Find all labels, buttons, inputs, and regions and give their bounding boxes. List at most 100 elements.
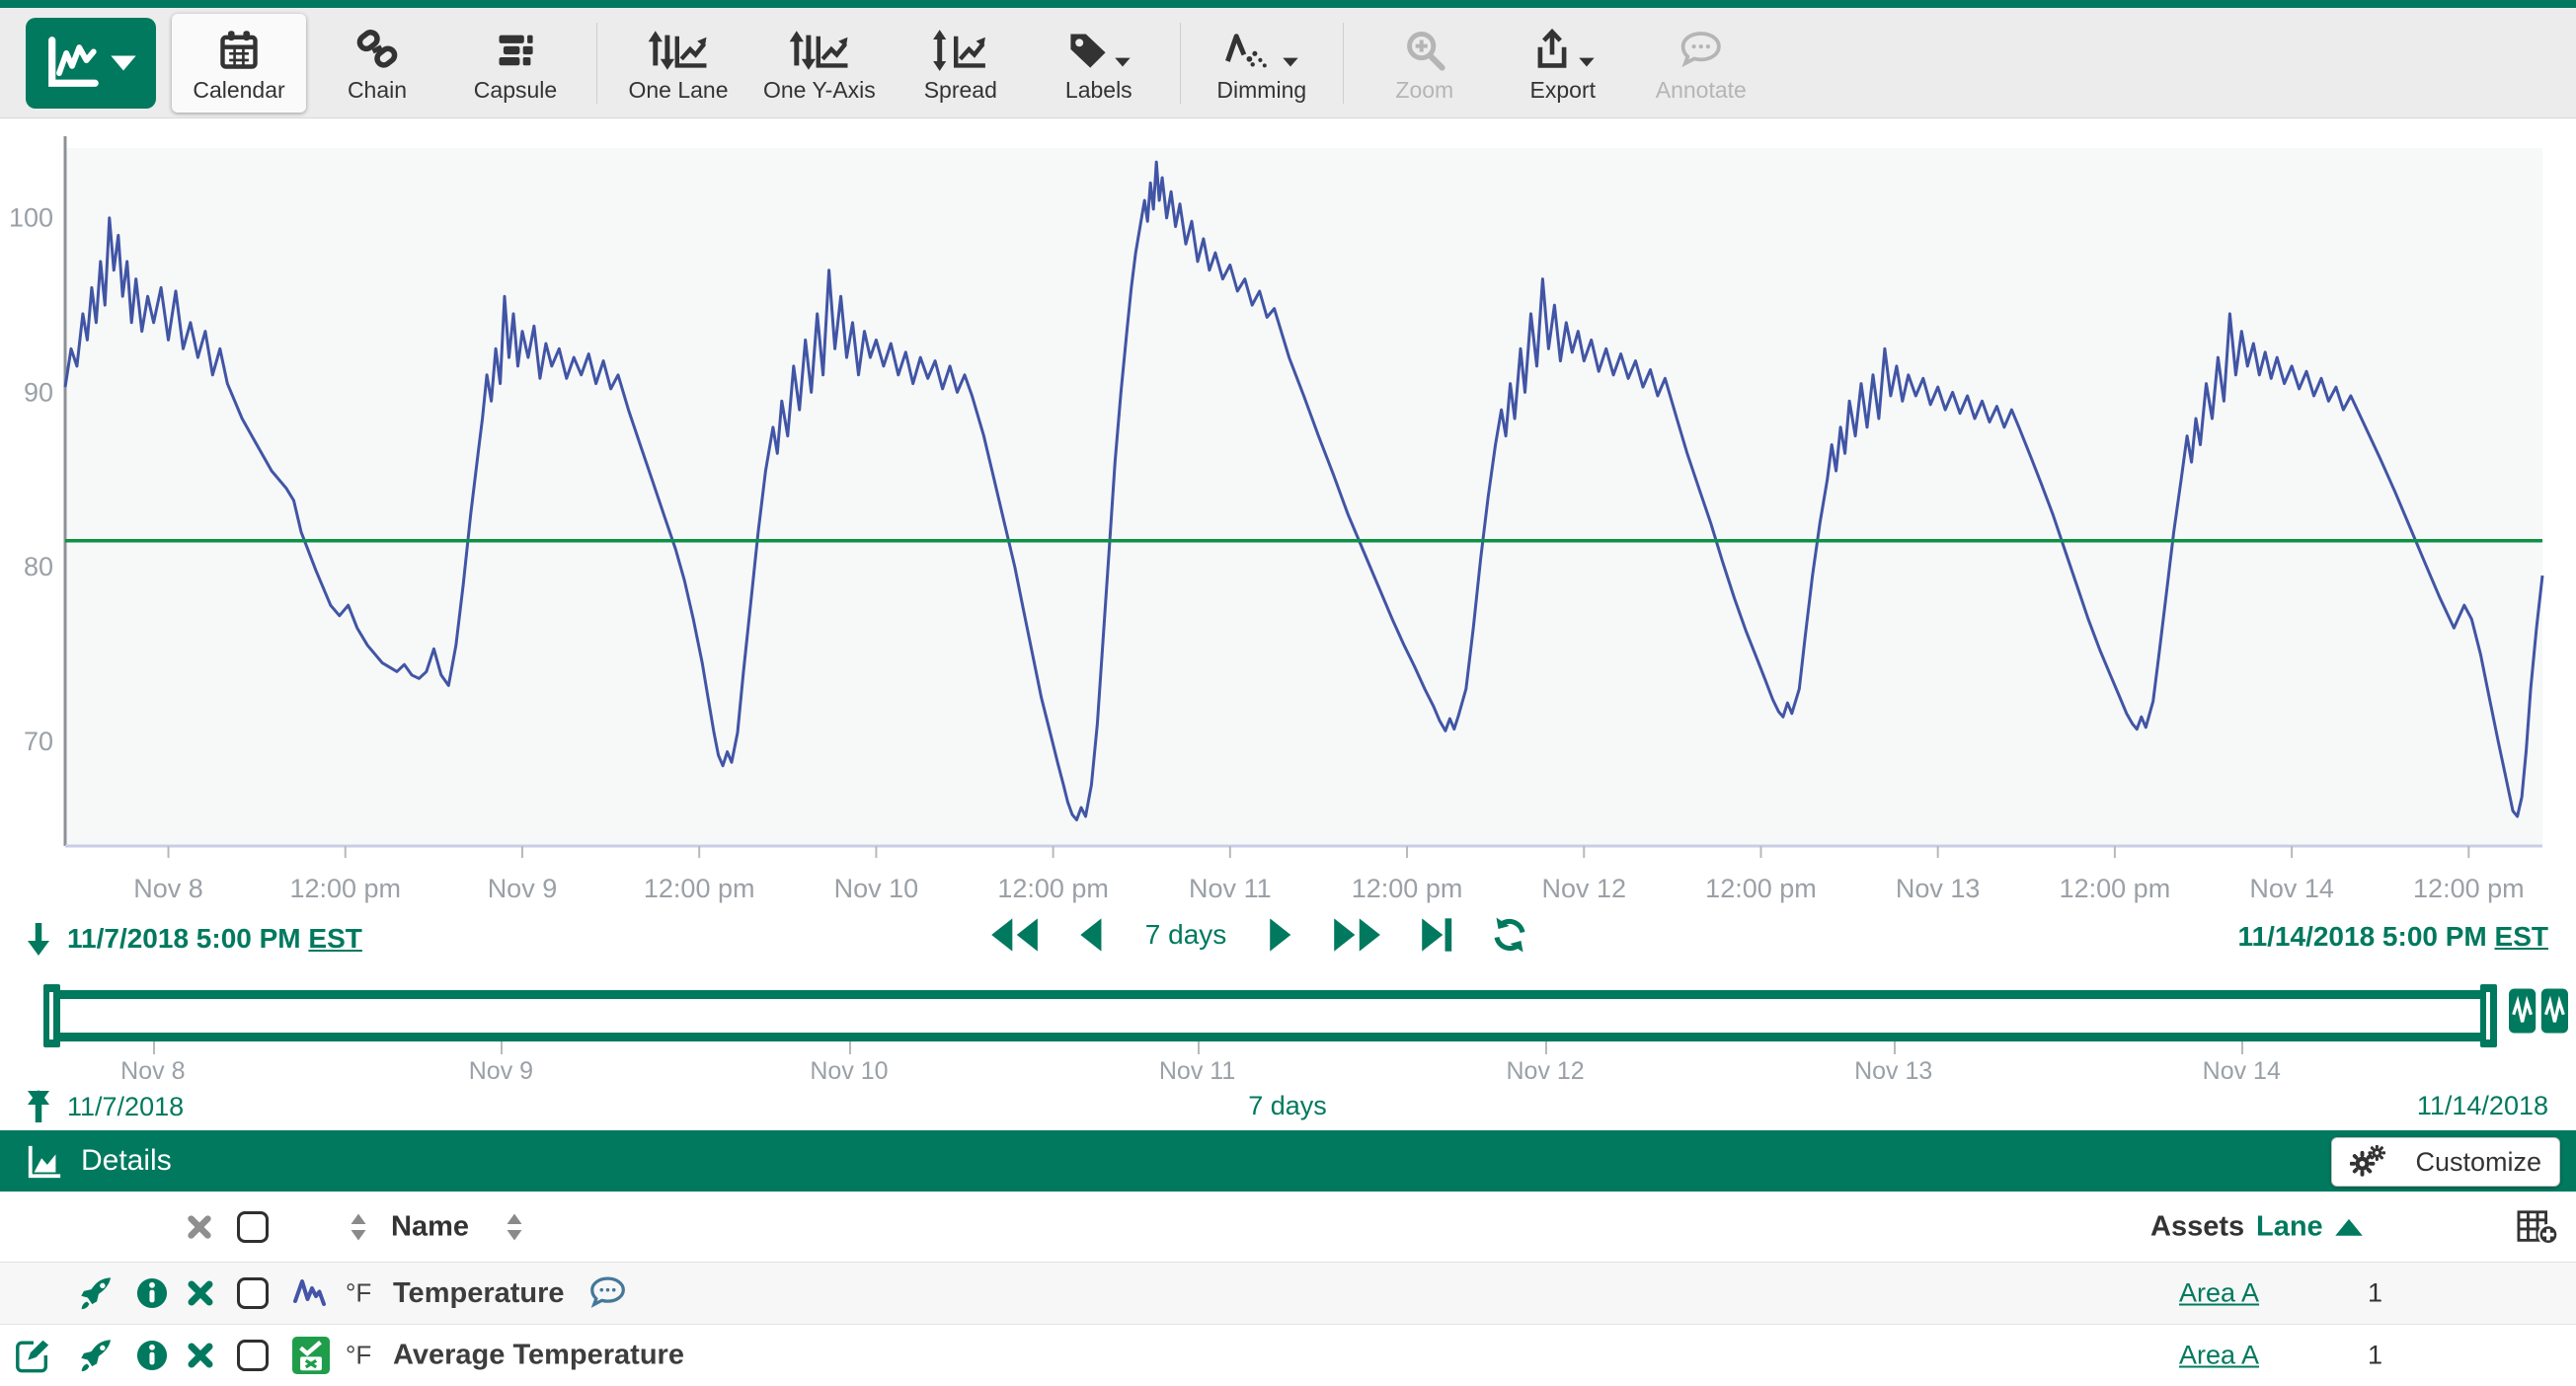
toolbar-button-label: Dimming [1216, 78, 1306, 102]
row-checkbox[interactable] [237, 1277, 269, 1309]
edit-formula-icon[interactable] [14, 1337, 51, 1374]
caret-down-icon [1282, 55, 1299, 68]
customize-button[interactable]: Customize [2331, 1137, 2560, 1187]
x-tick-label: 12:00 pm [997, 874, 1109, 903]
step-forward-full-button[interactable] [1332, 915, 1382, 955]
toolbar-button-spread[interactable]: Spread [894, 14, 1028, 113]
timebar-right-handle[interactable] [2480, 984, 2497, 1047]
y-tick-label: 70 [24, 727, 53, 756]
toolbar-button-labels[interactable]: Labels [1032, 14, 1166, 113]
toolbar-button-label: Chain [348, 78, 407, 102]
range-duration-button[interactable]: 7 days [1141, 919, 1231, 951]
toolbar-button-export[interactable]: Export [1496, 14, 1630, 113]
toolbar-divider [1180, 23, 1181, 104]
timebar-tick [849, 1041, 851, 1054]
step-forward-half-button[interactable] [1268, 915, 1294, 955]
investigate-start: 11/7/2018 [26, 1089, 184, 1124]
add-column-icon[interactable] [2516, 1207, 2559, 1247]
caret-down-icon [1578, 55, 1596, 68]
gears-icon [2350, 1145, 2385, 1179]
sort-icon[interactable] [506, 1212, 523, 1242]
investigate-duration-label[interactable]: 7 days [1248, 1091, 1327, 1121]
checkbox-cell [237, 1340, 269, 1371]
y-tick-label: 100 [9, 203, 53, 233]
timebar-left-handle[interactable] [43, 984, 60, 1047]
item-name[interactable]: Average Temperature [393, 1340, 684, 1372]
timebar-tick [2241, 1041, 2243, 1054]
toolbar-button-annotate[interactable]: Annotate [1634, 14, 1768, 113]
asset-navigate-icon[interactable] [79, 1338, 115, 1373]
toolbar-button-chain[interactable]: Chain [310, 14, 444, 113]
column-header-lane[interactable]: Lane [2256, 1210, 2323, 1243]
signal-icon [292, 1276, 328, 1310]
plot-area[interactable] [65, 148, 2542, 846]
column-header-assets[interactable]: Assets [2150, 1210, 2244, 1243]
item-name[interactable]: Temperature [393, 1277, 565, 1310]
trend-chart[interactable]: 708090100Nov 812:00 pmNov 912:00 pmNov 1… [0, 118, 2576, 908]
refresh-button[interactable] [1490, 915, 1529, 955]
toolbar-button-label: One Y-Axis [763, 78, 876, 102]
step-back-full-button[interactable] [989, 915, 1040, 955]
toolbar-button-dimming[interactable]: Dimming [1195, 14, 1329, 113]
trend-view-selector-button[interactable] [26, 18, 156, 109]
range-start-label[interactable]: 11/7/2018 5:00 PM EST [67, 923, 362, 955]
range-start: 11/7/2018 5:00 PM EST [26, 921, 362, 957]
timezone-link[interactable]: EST [2495, 921, 2548, 952]
toolbar-button-calendar[interactable]: Calendar [172, 14, 306, 113]
updown-trend-icon [647, 29, 710, 72]
remove-item-icon[interactable] [186, 1278, 215, 1308]
toolbar-button-label: Zoom [1395, 78, 1453, 102]
timezone-link[interactable]: EST [308, 923, 361, 954]
toolbar-divider [596, 23, 597, 104]
remove-all-icon[interactable] [186, 1213, 213, 1241]
name-cell: Average Temperature [393, 1340, 684, 1372]
arrow-up-icon [26, 1089, 51, 1124]
range-end-label[interactable]: 11/14/2018 5:00 PM EST [2238, 921, 2548, 953]
timebar-tick-label: Nov 11 [1159, 1057, 1235, 1086]
remove-item-icon[interactable] [186, 1341, 215, 1370]
checkbox-cell [237, 1277, 269, 1309]
timebar-tick-label: Nov 8 [120, 1057, 185, 1086]
toolbar-button-label: Export [1530, 78, 1596, 102]
toolbar-button-label: Calendar [193, 78, 284, 102]
toolbar-button-label: One Lane [628, 78, 728, 102]
x-tick-label: Nov 12 [1541, 874, 1626, 903]
asset-link[interactable]: Area A [2179, 1278, 2259, 1309]
lane-value: 1 [2368, 1278, 2382, 1309]
x-tick-label: 12:00 pm [1352, 874, 1463, 903]
step-back-half-button[interactable] [1077, 915, 1104, 955]
item-info-icon[interactable] [136, 1340, 168, 1371]
x-tick-label: 12:00 pm [644, 874, 755, 903]
toolbar-button-one-lane[interactable]: One Lane [611, 14, 745, 113]
timebar-range-slider[interactable] [51, 990, 2488, 1041]
toolbar-group: Zoom Export Annotate [1356, 8, 1770, 117]
toolbar-button-capsule[interactable]: Capsule [448, 14, 583, 113]
row-checkbox[interactable] [237, 1340, 269, 1371]
unit-of-measure: °F [346, 1278, 371, 1309]
comment-icon[interactable] [586, 1273, 630, 1313]
tag-icon [1066, 29, 1110, 72]
details-panel-header: Details Customize [0, 1130, 2576, 1192]
column-header-name[interactable]: Name [391, 1210, 469, 1243]
toolbar-button-zoom[interactable]: Zoom [1358, 14, 1492, 113]
item-info-icon[interactable] [136, 1277, 168, 1309]
select-all-checkbox[interactable] [237, 1211, 269, 1243]
y-tick-label: 90 [24, 377, 53, 407]
auto-update-icon[interactable] [2509, 988, 2568, 1034]
sort-icon[interactable] [350, 1212, 367, 1242]
lane-value: 1 [2368, 1341, 2382, 1371]
investigate-end-label[interactable]: 11/14/2018 [2417, 1091, 2548, 1121]
asset-navigate-icon[interactable] [79, 1275, 115, 1311]
toolbar-button-one-y-axis[interactable]: One Y-Axis [749, 14, 890, 113]
export-icon [1530, 29, 1574, 72]
asset-link[interactable]: Area A [2179, 1341, 2259, 1371]
x-tick-label: 12:00 pm [1705, 874, 1817, 903]
step-to-now-button[interactable] [1420, 915, 1452, 955]
investigate-start-label[interactable]: 11/7/2018 [67, 1092, 184, 1122]
toolbar-group: Dimming [1193, 8, 1331, 117]
dimming-icon [1223, 29, 1278, 72]
toolbar-group: Calendar Chain Capsule [170, 8, 585, 117]
chevron-down-icon [109, 52, 138, 74]
sort-ascending-icon [2334, 1217, 2364, 1237]
arrow-down-icon [26, 921, 51, 957]
